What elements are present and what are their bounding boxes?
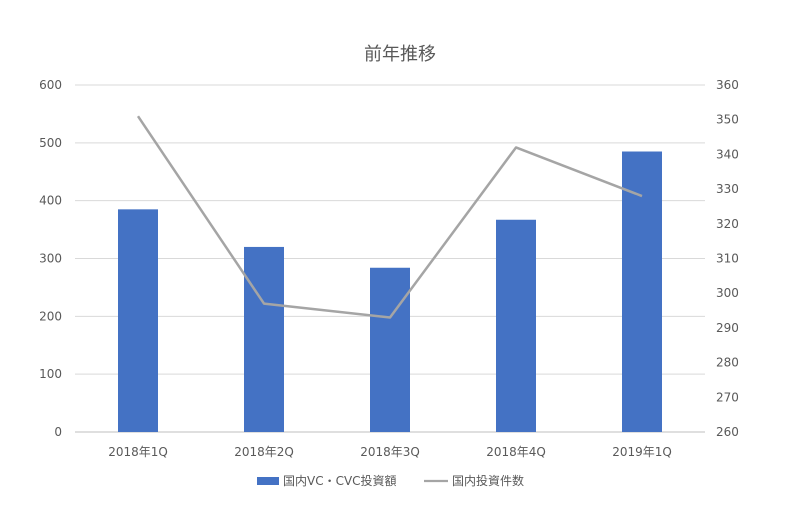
- right-tick-label: 360: [716, 78, 739, 92]
- right-tick-label: 320: [716, 217, 739, 231]
- right-tick-label: 350: [716, 113, 739, 127]
- bar: [370, 267, 410, 432]
- right-tick-label: 290: [716, 321, 739, 335]
- legend-bar-label: 国内VC・CVC投資額: [283, 473, 397, 488]
- x-tick-label: 2018年1Q: [108, 445, 168, 459]
- left-tick-label: 100: [39, 367, 62, 381]
- legend-bar-swatch: [257, 477, 279, 485]
- left-tick-label: 0: [54, 425, 62, 439]
- left-tick-label: 400: [39, 194, 62, 208]
- legend: 国内VC・CVC投資額 国内投資件数: [257, 473, 524, 488]
- line-series: [136, 115, 643, 319]
- bar-series: [118, 151, 662, 432]
- left-tick-label: 500: [39, 136, 62, 150]
- right-y-axis: 260 270 280 290 300 310 320 330 340 350 360: [716, 78, 739, 439]
- x-tick-label: 2018年3Q: [360, 445, 420, 459]
- right-tick-label: 270: [716, 390, 739, 404]
- bar: [496, 219, 536, 432]
- right-tick-label: 260: [716, 425, 739, 439]
- bar: [118, 209, 158, 432]
- x-tick-label: 2019年1Q: [612, 445, 672, 459]
- x-tick-label: 2018年4Q: [486, 445, 546, 459]
- left-y-axis: 0 100 200 300 400 500 600: [39, 78, 62, 439]
- left-tick-label: 300: [39, 252, 62, 266]
- chart-title: 前年推移: [364, 44, 436, 65]
- right-tick-label: 340: [716, 147, 739, 161]
- right-tick-label: 310: [716, 252, 739, 266]
- left-tick-label: 600: [39, 78, 62, 92]
- right-tick-label: 330: [716, 182, 739, 196]
- x-tick-label: 2018年2Q: [234, 445, 294, 459]
- bar: [622, 151, 662, 432]
- right-tick-label: 280: [716, 356, 739, 370]
- legend-line-label: 国内投資件数: [452, 473, 524, 488]
- x-axis: 2018年1Q 2018年2Q 2018年3Q 2018年4Q 2019年1Q: [108, 445, 672, 459]
- left-tick-label: 200: [39, 309, 62, 323]
- right-tick-label: 300: [716, 286, 739, 300]
- bar: [244, 246, 284, 432]
